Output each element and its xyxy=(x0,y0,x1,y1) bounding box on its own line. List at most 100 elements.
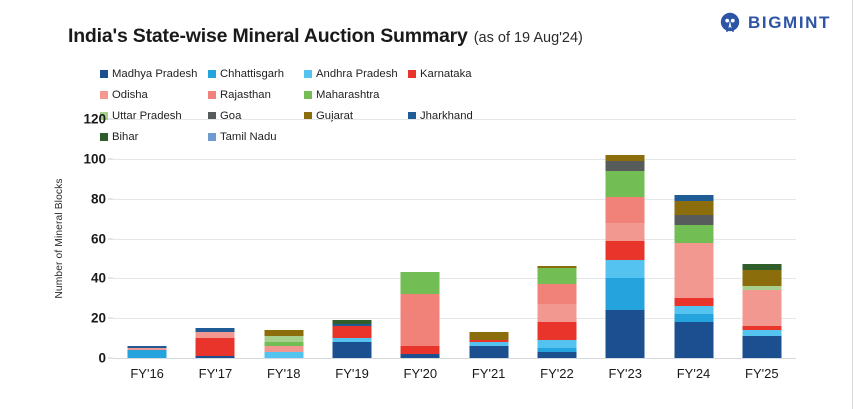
legend-item-bihar[interactable]: Bihar xyxy=(100,131,208,143)
bar-segment-odisha[interactable] xyxy=(195,332,235,339)
bar-stack-fy19[interactable] xyxy=(332,320,372,358)
bar-segment-gujarat[interactable] xyxy=(605,154,645,161)
x-axis-label: FY'19 xyxy=(335,366,369,381)
bar-segment-karnataka[interactable] xyxy=(400,346,440,355)
bar-segment-andhra-pradesh[interactable] xyxy=(742,330,782,337)
legend-item-maharashtra[interactable]: Maharashtra xyxy=(304,89,408,101)
bar-segment-karnataka[interactable] xyxy=(742,326,782,331)
legend-swatch-icon xyxy=(304,111,312,120)
bar-segment-gujarat[interactable] xyxy=(742,270,782,287)
bar-segment-gujarat[interactable] xyxy=(264,330,304,337)
y-tick-mark xyxy=(108,277,113,279)
bar-segment-jharkhand[interactable] xyxy=(195,328,235,333)
bar-segment-karnataka[interactable] xyxy=(605,240,645,261)
bar-segment-karnataka[interactable] xyxy=(332,326,372,339)
bar-segment-madhya-pradesh[interactable] xyxy=(195,356,235,358)
bar-segment-chhattisgarh[interactable] xyxy=(127,350,167,358)
bar-segment-uttar-pradesh[interactable] xyxy=(742,286,782,291)
bar-stack-fy24[interactable] xyxy=(674,194,714,358)
legend-swatch-icon xyxy=(208,132,216,141)
bar-segment-gujarat[interactable] xyxy=(537,266,577,269)
bar-segment-andhra-pradesh[interactable] xyxy=(332,338,372,343)
bar-slot xyxy=(659,119,727,358)
bar-segment-karnataka[interactable] xyxy=(195,338,235,357)
bar-segment-goa[interactable] xyxy=(605,160,645,171)
bar-segment-maharashtra[interactable] xyxy=(264,342,304,347)
bar-segment-odisha[interactable] xyxy=(605,222,645,241)
gridline xyxy=(113,158,796,160)
bar-segment-andhra-pradesh[interactable] xyxy=(674,306,714,315)
bar-segment-jharkhand[interactable] xyxy=(332,324,372,327)
bar-segment-uttar-pradesh[interactable] xyxy=(264,336,304,343)
legend-item-goa[interactable]: Goa xyxy=(208,110,304,122)
y-tick-mark xyxy=(108,158,113,160)
bar-segment-chhattisgarh[interactable] xyxy=(605,278,645,311)
bar-segment-maharashtra[interactable] xyxy=(605,170,645,197)
bar-segment-chhattisgarh[interactable] xyxy=(537,348,577,353)
bar-segment-jharkhand[interactable] xyxy=(127,346,167,349)
bar-segment-odisha[interactable] xyxy=(674,242,714,299)
bar-segment-rajasthan[interactable] xyxy=(537,284,577,305)
legend-row: Bihar Tamil Nadu xyxy=(100,126,800,147)
bar-stack-fy18[interactable] xyxy=(264,330,304,358)
page-title: India's State-wise Mineral Auction Summa… xyxy=(68,24,468,47)
bar-stack-fy20[interactable] xyxy=(400,272,440,358)
y-tick-label: 20 xyxy=(90,310,106,326)
bar-segment-madhya-pradesh[interactable] xyxy=(400,354,440,358)
bar-segment-gujarat[interactable] xyxy=(674,200,714,215)
legend-item-madhya-pradesh[interactable]: Madhya Pradesh xyxy=(100,68,208,80)
bar-segment-maharashtra[interactable] xyxy=(400,272,440,295)
bar-segment-karnataka[interactable] xyxy=(469,340,509,343)
bar-segment-andhra-pradesh[interactable] xyxy=(605,260,645,279)
y-tick-label: 120 xyxy=(83,111,106,127)
bar-stack-fy16[interactable] xyxy=(127,346,167,358)
legend-item-andhra-pradesh[interactable]: Andhra Pradesh xyxy=(304,68,408,80)
legend-item-odisha[interactable]: Odisha xyxy=(100,89,208,101)
bar-segment-gujarat[interactable] xyxy=(469,332,509,341)
bar-segment-andhra-pradesh[interactable] xyxy=(537,340,577,349)
bar-segment-rajasthan[interactable] xyxy=(400,294,440,347)
bar-segment-madhya-pradesh[interactable] xyxy=(674,322,714,358)
legend-item-gujarat[interactable]: Gujarat xyxy=(304,110,408,122)
bar-segment-odisha[interactable] xyxy=(264,346,304,353)
bar-segment-maharashtra[interactable] xyxy=(674,224,714,243)
bar-segment-odisha[interactable] xyxy=(742,290,782,327)
bar-segment-madhya-pradesh[interactable] xyxy=(332,342,372,358)
bar-segment-madhya-pradesh[interactable] xyxy=(469,346,509,358)
bar-segment-andhra-pradesh[interactable] xyxy=(469,342,509,347)
bar-segment-chhattisgarh[interactable] xyxy=(674,314,714,323)
legend-item-tamil-nadu[interactable]: Tamil Nadu xyxy=(208,131,304,143)
legend-item-uttar-pradesh[interactable]: Uttar Pradesh xyxy=(100,110,208,122)
bar-segment-maharashtra[interactable] xyxy=(537,268,577,285)
legend-label: Goa xyxy=(220,109,242,122)
bar-segment-karnataka[interactable] xyxy=(537,322,577,341)
bar-segment-madhya-pradesh[interactable] xyxy=(742,336,782,358)
bar-segment-jharkhand[interactable] xyxy=(674,194,714,201)
y-tick-mark xyxy=(108,118,113,120)
bar-segment-goa[interactable] xyxy=(674,214,714,225)
bar-segment-odisha[interactable] xyxy=(537,304,577,323)
bar-segment-madhya-pradesh[interactable] xyxy=(537,352,577,358)
legend-swatch-icon xyxy=(408,69,416,78)
legend-item-chhattisgarh[interactable]: Chhattisgarh xyxy=(208,68,304,80)
bar-stack-fy17[interactable] xyxy=(195,328,235,358)
bar-segment-bihar[interactable] xyxy=(332,320,372,325)
bar-segment-rajasthan[interactable] xyxy=(605,196,645,223)
bar-segment-karnataka[interactable] xyxy=(674,298,714,307)
legend-item-rajasthan[interactable]: Rajasthan xyxy=(208,89,304,101)
legend-label: Madhya Pradesh xyxy=(112,67,198,80)
bar-stack-fy25[interactable] xyxy=(742,264,782,358)
bar-stack-fy21[interactable] xyxy=(469,332,509,358)
bar-stack-fy23[interactable] xyxy=(605,154,645,358)
bar-segment-bihar[interactable] xyxy=(742,264,782,271)
legend-label: Maharashtra xyxy=(316,88,380,101)
bar-segment-andhra-pradesh[interactable] xyxy=(264,352,304,358)
bar-segment-madhya-pradesh[interactable] xyxy=(605,310,645,358)
bar-stack-fy22[interactable] xyxy=(537,266,577,358)
legend-label: Jharkhand xyxy=(420,109,473,122)
title-wrap: India's State-wise Mineral Auction Summa… xyxy=(68,25,583,48)
legend-item-karnataka[interactable]: Karnataka xyxy=(408,68,492,80)
gridline xyxy=(113,198,796,200)
legend-item-jharkhand[interactable]: Jharkhand xyxy=(408,110,492,122)
bar-segment-odisha[interactable] xyxy=(127,348,167,351)
